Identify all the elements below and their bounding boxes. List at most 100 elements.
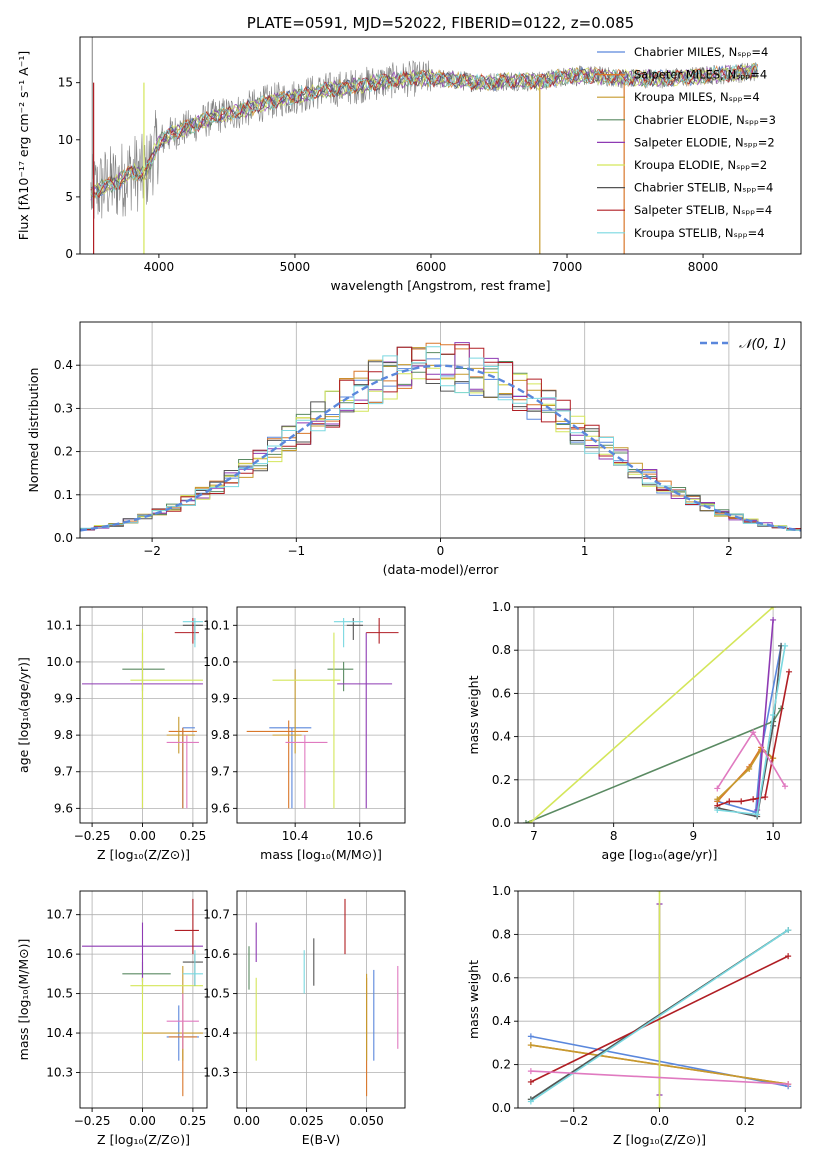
axes-frame	[236, 890, 406, 1109]
weight-marker	[527, 1042, 534, 1049]
panel-mass-vs-EBV: 0.00 0.025 0.050 10.3 10.4 10.5 10.6 10.7 E(B-V)	[203, 890, 406, 1147]
x-axis-label: age [log₁₀(age/yr)]	[602, 847, 718, 862]
weight-line	[717, 671, 790, 807]
weight-marker	[522, 820, 529, 823]
legend-label: Kroupa ELODIE, Nₛₚₚ=2	[634, 158, 767, 172]
y-tick-label: 15	[58, 76, 73, 90]
y-tick-label: 10.4	[203, 1026, 230, 1040]
x-axis-label: wavelength [Angstrom, rest frame]	[330, 278, 550, 293]
weight-marker	[714, 807, 721, 814]
weight-marker	[754, 811, 761, 818]
x-axis-label: Z [log₁₀(Z/Z⊙)]	[97, 847, 190, 862]
panel-massweight-vs-age: 7 8 9 10 0.0 0.2 0.4 0.6 0.8 1.0 age [log₁₀(age/yr…	[466, 600, 802, 862]
x-axis-label: Z [log₁₀(Z/Z⊙)]	[97, 1132, 190, 1147]
x-tick-label: 6000	[416, 260, 447, 274]
weight-marker	[786, 668, 793, 675]
axes-frame	[517, 890, 802, 1109]
x-tick-label: 0.25	[180, 829, 207, 843]
weight-marker	[527, 1078, 534, 1085]
x-tick-label: 9	[690, 829, 698, 843]
x-tick-label: 0.050	[349, 1114, 383, 1128]
weight-marker	[785, 927, 792, 934]
x-tick-label: 10.6	[346, 829, 373, 843]
panel-age-vs-Z: −0.25 0.00 0.25 9.6 9.7 9.8 9.9 10.0 10.1 Z [log₁…	[16, 606, 208, 862]
y-tick-label: 10.6	[46, 947, 73, 961]
panel-spectrum: 4000 5000 6000 7000 8000 0 5 10 15 wavelength [An…	[16, 14, 802, 293]
y-tick-label: 1.0	[492, 884, 511, 898]
y-tick-label: 0.3	[54, 401, 73, 415]
y-tick-label: 0.0	[54, 531, 73, 545]
x-tick-label: 5000	[280, 260, 311, 274]
weight-marker	[785, 1081, 792, 1088]
y-tick-label: 0.4	[54, 358, 73, 372]
y-axis-label: mass weight	[466, 675, 481, 754]
axes-frame	[517, 606, 802, 824]
x-tick-label: 10	[765, 829, 780, 843]
y-tick-label: 0.2	[492, 1058, 511, 1072]
weight-marker	[770, 616, 777, 623]
weight-marker	[656, 1105, 663, 1108]
plot-area	[80, 342, 801, 538]
weight-marker	[656, 891, 663, 894]
y-tick-label: 10.4	[46, 1026, 73, 1040]
weight-marker	[527, 1098, 534, 1105]
weight-marker	[714, 785, 721, 792]
y-tick-label: 5	[65, 190, 73, 204]
y-tick-label: 0.6	[492, 971, 511, 985]
weight-marker	[746, 766, 753, 772]
weight-marker	[726, 798, 733, 805]
legend-label: Kroupa STELIB, Nₛₚₚ=4	[634, 226, 765, 240]
legend-label: Chabrier MILES, Nₛₚₚ=4	[634, 45, 768, 59]
y-tick-label: 10.0	[203, 655, 230, 669]
x-tick-label: 2	[725, 544, 733, 558]
weight-marker	[770, 607, 777, 610]
axes-frame	[236, 606, 406, 824]
x-axis-label: Z [log₁₀(Z/Z⊙)]	[613, 1132, 706, 1147]
y-tick-label: 9.8	[54, 728, 73, 742]
y-tick-label: 0.4	[492, 730, 511, 744]
weight-marker	[527, 1033, 534, 1040]
x-tick-label: 0.00	[129, 829, 156, 843]
y-tick-label: 9.6	[54, 801, 73, 815]
y-tick-label: 9.7	[211, 765, 230, 779]
y-tick-label: 9.8	[211, 728, 230, 742]
x-tick-label: −0.2	[559, 1114, 588, 1128]
x-tick-label: 0.00	[233, 1114, 260, 1128]
x-tick-label: 8000	[688, 260, 719, 274]
x-tick-label: 0.00	[129, 1114, 156, 1128]
legend-label: Salpeter MILES, Nₛₚₚ=4	[634, 68, 767, 82]
weight-line	[530, 1070, 789, 1085]
x-tick-label: −0.25	[74, 829, 111, 843]
y-tick-label: 0.2	[492, 773, 511, 787]
y-tick-label: 0.6	[492, 686, 511, 700]
x-tick-label: 0.25	[180, 1114, 207, 1128]
x-tick-label: 0.2	[736, 1114, 755, 1128]
y-tick-label: 0.0	[492, 1101, 511, 1115]
chart-title: PLATE=0591, MJD=52022, FIBERID=0122, z=0…	[247, 14, 634, 32]
y-tick-label: 0.4	[492, 1014, 511, 1028]
plot-area	[90, 37, 758, 254]
weight-line	[756, 619, 774, 811]
model-spectrum-line	[90, 64, 758, 195]
y-axis-label: Normed distribution	[26, 368, 41, 493]
y-tick-label: 10.6	[203, 947, 230, 961]
y-tick-label: 10	[58, 133, 73, 147]
x-tick-label: 8	[610, 829, 618, 843]
y-axis-label: age [log₁₀(age/yr)]	[16, 657, 31, 773]
panel-residuals: −2 −1 0 1 2 0.0 0.1 0.2 0.3 0.4 (data-model)/error…	[26, 321, 802, 577]
y-tick-label: 10.3	[203, 1065, 230, 1079]
model-spectrum-line	[90, 64, 758, 197]
y-tick-label: 10.0	[46, 655, 73, 669]
y-tick-label: 0.1	[54, 488, 73, 502]
x-axis-label: (data-model)/error	[383, 562, 500, 577]
weight-line	[525, 708, 782, 823]
weight-line	[717, 645, 786, 816]
y-tick-label: 9.9	[211, 692, 230, 706]
weight-marker	[526, 820, 533, 823]
weight-marker	[750, 796, 757, 803]
weight-marker	[762, 794, 769, 801]
y-tick-label: 10.7	[203, 908, 230, 922]
model-spectrum-line	[90, 62, 758, 199]
x-tick-label: 7	[530, 829, 538, 843]
